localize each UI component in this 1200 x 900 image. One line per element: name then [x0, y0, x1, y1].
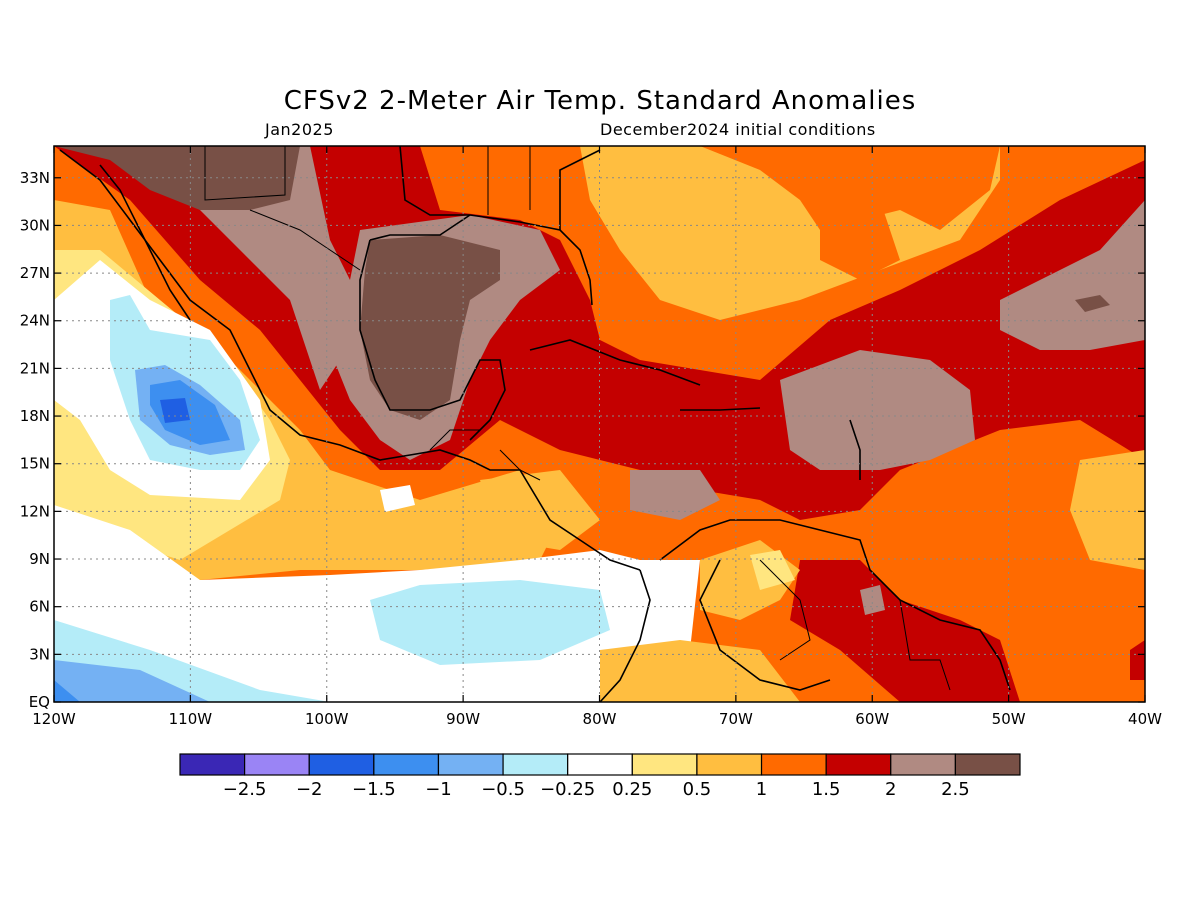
- lon-tick-label: 110W: [169, 710, 213, 728]
- longitude-axis: 120W 110W 100W 90W 80W 70W 60W 50W 40W: [32, 146, 1162, 728]
- lon-tick-label: 60W: [855, 710, 889, 728]
- colorbar-swatch: [502, 753, 569, 776]
- lat-tick-label: 3N: [29, 645, 50, 663]
- lon-tick-label: 40W: [1128, 710, 1162, 728]
- lon-tick-label: 100W: [305, 710, 349, 728]
- lat-tick-label: 12N: [20, 502, 50, 520]
- lon-tick-label: 80W: [583, 710, 617, 728]
- colorbar-label: 1: [756, 779, 767, 800]
- colorbar-swatch: [437, 753, 504, 776]
- colorbar-swatch: [244, 753, 310, 776]
- lon-tick-label: 70W: [719, 710, 753, 728]
- colorbar-swatch: [890, 753, 956, 776]
- lat-tick-label: 18N: [20, 407, 50, 425]
- chart-title: CFSv2 2-Meter Air Temp. Standard Anomali…: [283, 86, 917, 116]
- lon-tick-label: 120W: [32, 710, 76, 728]
- lat-tick-label: 9N: [29, 550, 50, 568]
- coastlines: [59, 146, 1011, 702]
- lat-tick-label: 33N: [20, 169, 50, 187]
- colorbar-swatch: [954, 753, 1021, 776]
- colorbar-swatch: [760, 753, 827, 776]
- colorbar-label: 0.5: [683, 779, 712, 800]
- anomaly-field: [54, 146, 1145, 702]
- colorbar-label: 0.25: [612, 779, 652, 800]
- colorbar-swatch: [373, 753, 440, 776]
- lat-tick-label: 6N: [29, 598, 50, 616]
- colorbar-label: −1: [425, 779, 452, 800]
- colorbar-label: −0.5: [481, 779, 525, 800]
- colorbar-swatch: [631, 753, 698, 776]
- colorbar-label: 2.5: [941, 779, 970, 800]
- colorbar-label: −2: [296, 779, 323, 800]
- forecast-month: Jan2025: [265, 120, 334, 139]
- colorbar-swatch: [567, 753, 633, 776]
- lon-tick-label: 90W: [446, 710, 480, 728]
- colorbar-label: −1.5: [352, 779, 396, 800]
- colorbar-label: 1.5: [812, 779, 841, 800]
- lat-tick-label: 24N: [20, 312, 50, 330]
- lat-tick-label: EQ: [29, 693, 50, 711]
- colorbar-legend: −2.5 −2 −1.5 −1 −0.5 −0.25 0.25 0.5 1 1.5 2 2.5: [179, 753, 1021, 800]
- gridlines: [54, 146, 1145, 702]
- lon-tick-label: 50W: [992, 710, 1026, 728]
- colorbar-label: −2.5: [223, 779, 267, 800]
- lat-tick-label: 21N: [20, 359, 50, 377]
- colorbar-label: 2: [885, 779, 896, 800]
- lat-tick-label: 15N: [20, 455, 50, 473]
- latitude-axis: EQ 3N 6N 9N 12N 15N 18N 21N 24N 27N 30N 33N: [20, 169, 1145, 711]
- initial-conditions-label: December2024 initial conditions: [600, 120, 876, 139]
- colorbar-swatch: [825, 753, 892, 776]
- colorbar-swatch: [696, 753, 763, 776]
- lat-tick-label: 30N: [20, 216, 50, 234]
- colorbar-swatch: [308, 753, 375, 776]
- colorbar-swatch: [179, 753, 246, 776]
- lat-tick-label: 27N: [20, 264, 50, 282]
- colorbar-label: −0.25: [540, 779, 595, 800]
